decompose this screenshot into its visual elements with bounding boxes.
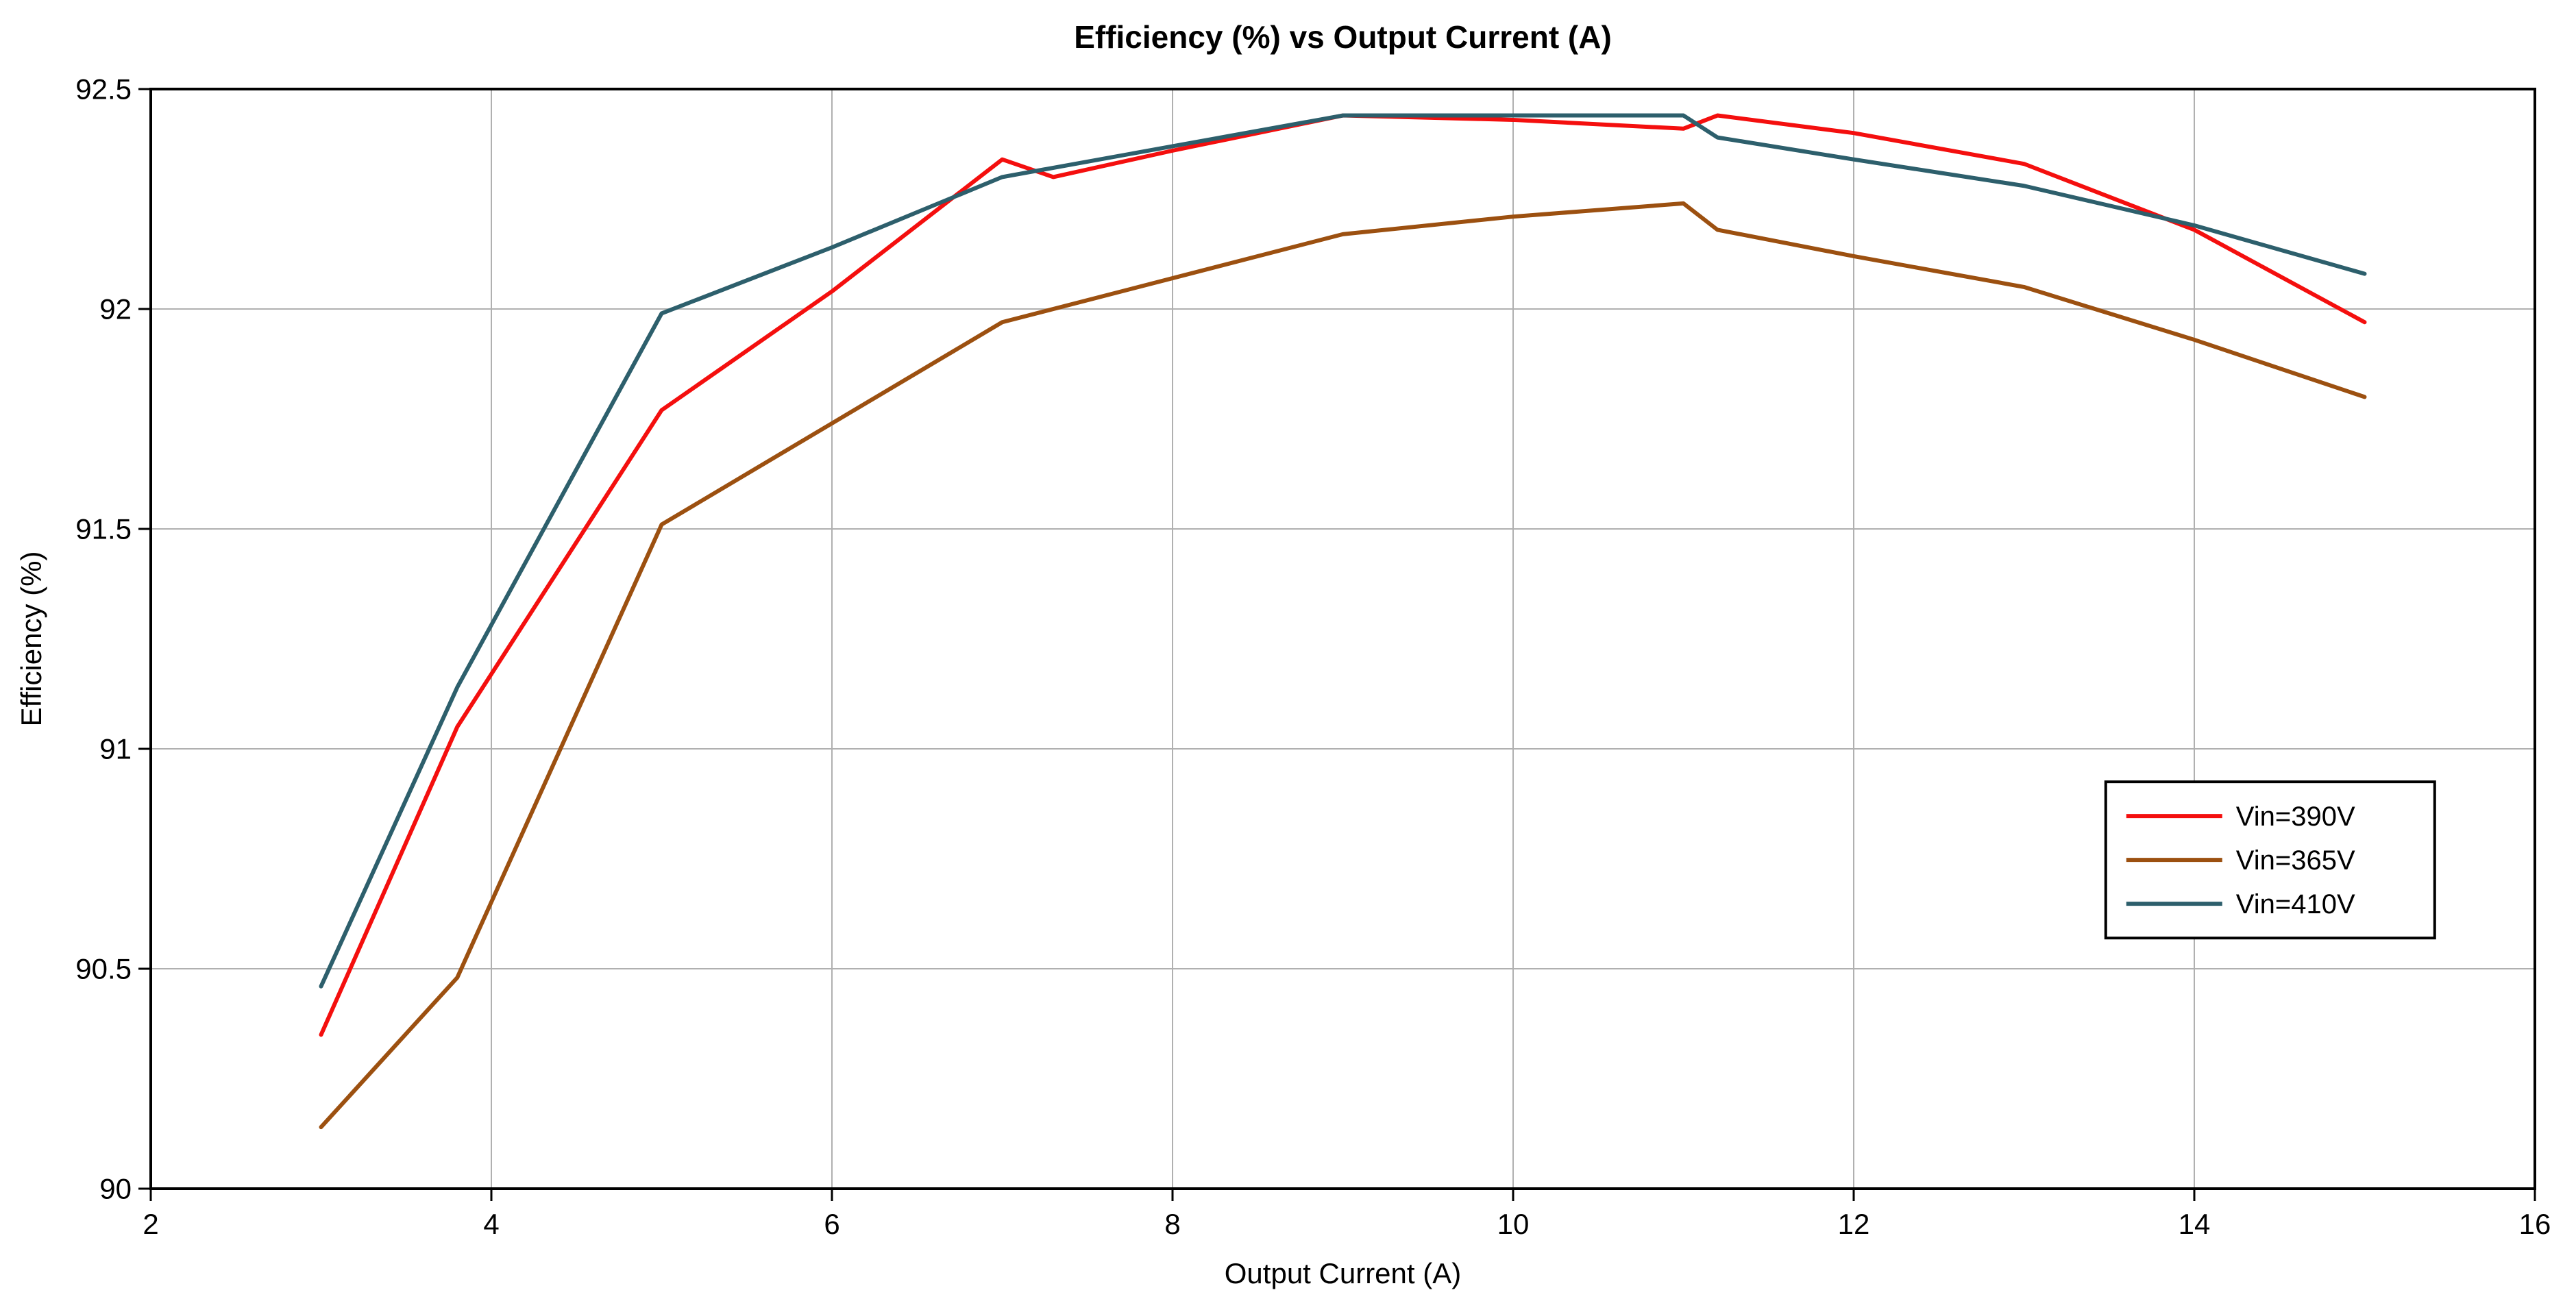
x-tick-label: 2 [143, 1208, 158, 1240]
x-axis-label: Output Current (A) [1225, 1257, 1461, 1289]
y-tick-label: 92.5 [75, 73, 132, 106]
legend-item-label: Vin=410V [2236, 889, 2355, 919]
y-tick-label: 92 [99, 293, 132, 325]
x-tick-label: 10 [1497, 1208, 1530, 1240]
efficiency-chart: 2 4 6 8 10 12 14 16 90 90.5 91 91.5 92 92.5 Efficiency… [0, 0, 2576, 1312]
legend: Vin=390V Vin=365V Vin=410V [2106, 782, 2435, 938]
x-tick-label: 12 [1838, 1208, 1870, 1240]
x-tick-label: 4 [483, 1208, 499, 1240]
chart-container: 2 4 6 8 10 12 14 16 90 90.5 91 91.5 92 92.5 Efficiency… [0, 0, 2576, 1312]
legend-item-label: Vin=390V [2236, 802, 2355, 832]
x-tick-label: 8 [1164, 1208, 1180, 1240]
chart-title: Efficiency (%) vs Output Current (A) [1074, 19, 1612, 55]
y-tick-label: 90.5 [75, 953, 132, 985]
y-tick-label: 91.5 [75, 513, 132, 545]
x-tick-label: 16 [2519, 1208, 2551, 1240]
y-axis-label: Efficiency (%) [15, 552, 47, 727]
y-tick-label: 91 [99, 733, 132, 765]
legend-item-label: Vin=365V [2236, 845, 2355, 876]
y-tick-label: 90 [99, 1173, 132, 1205]
x-tick-label: 6 [824, 1208, 839, 1240]
x-tick-label: 14 [2179, 1208, 2211, 1240]
